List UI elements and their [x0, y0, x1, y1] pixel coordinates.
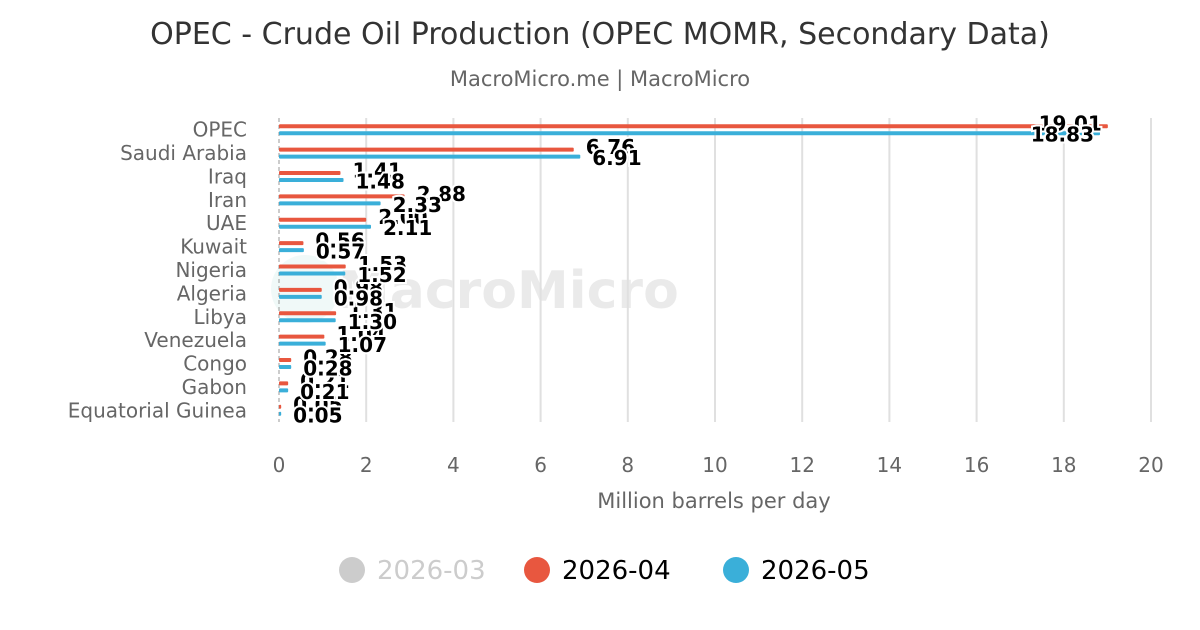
data-label: 0.98 [334, 275, 383, 299]
legend-item[interactable]: 2026-04 [524, 556, 671, 586]
bar [279, 217, 367, 222]
legend-marker [339, 557, 365, 583]
category-label: Saudi Arabia [120, 141, 247, 165]
watermark: MacroMicro [271, 255, 679, 323]
legend-label: 2026-03 [377, 556, 486, 586]
data-label: 0.21 [300, 380, 349, 404]
data-label: 0.57 [316, 240, 365, 264]
bar [279, 311, 337, 316]
x-tick-label: 18 [1051, 453, 1076, 477]
bar [279, 411, 282, 416]
category-label: UAE [206, 211, 247, 235]
data-label: 1.53 [358, 252, 407, 276]
data-label: 0.05 [293, 392, 342, 416]
data-label: 19.01 [1039, 112, 1102, 136]
bar [279, 147, 574, 152]
data-labels: 19.016.761.412.882.000.561.530.981.311.0… [291, 110, 1104, 430]
data-label: 1.41 [352, 158, 401, 182]
data-label: 0.05 [293, 403, 342, 427]
watermark-text: MacroMicro [338, 261, 679, 321]
x-tick-label: 20 [1138, 453, 1163, 477]
legend-marker [524, 557, 550, 583]
bar [279, 170, 341, 175]
bar [279, 201, 381, 206]
category-label: Nigeria [175, 258, 247, 282]
x-tick-label: 12 [789, 453, 814, 477]
x-axis-ticks: 0 2 4 6 8 10 12 14 16 18 20 [273, 453, 1164, 477]
bar [279, 177, 344, 182]
category-label: Algeria [177, 281, 247, 305]
x-tick-label: 0 [273, 453, 286, 477]
data-label: 6.91 [592, 146, 641, 170]
x-axis-title: Million barrels per day [597, 489, 830, 513]
category-label: Gabon [182, 375, 247, 399]
x-tick-label: 10 [702, 453, 727, 477]
bars [279, 124, 1108, 416]
category-label: Iraq [208, 164, 247, 188]
gridlines [278, 118, 1152, 422]
bar [279, 358, 292, 363]
x-tick-label: 2 [360, 453, 373, 477]
category-label: Equatorial Guinea [68, 398, 247, 422]
category-label: Congo [183, 352, 247, 376]
data-label: 1.07 [338, 333, 387, 357]
bar [279, 381, 289, 386]
legend-label: 2026-05 [761, 556, 870, 586]
bar [279, 154, 581, 159]
bar [279, 224, 371, 229]
data-label: 2.11 [383, 216, 432, 240]
category-label: Venezuela [144, 328, 247, 352]
bar [279, 131, 1100, 136]
chart-subtitle: MacroMicro.me | MacroMicro [450, 67, 750, 92]
legend-item[interactable]: 2026-05 [723, 556, 870, 586]
data-label: 0.98 [334, 286, 383, 310]
data-label: 0.28 [303, 346, 352, 370]
data-label: 0.56 [315, 229, 364, 253]
legend: 2026-03 2026-04 2026-05 [339, 556, 870, 586]
category-label: OPEC [193, 118, 247, 142]
bar [279, 318, 336, 323]
bar [279, 124, 1108, 129]
bar [279, 287, 322, 292]
legend-marker [723, 557, 749, 583]
legend-label: 2026-04 [562, 556, 671, 586]
chart-title: OPEC - Crude Oil Production (OPEC MOMR, … [150, 17, 1050, 52]
data-label: 2.88 [417, 182, 466, 206]
x-tick-label: 16 [964, 453, 989, 477]
category-label: Libya [194, 305, 248, 329]
bar [279, 341, 326, 346]
data-label: 2.33 [393, 193, 442, 217]
data-label: 2.00 [378, 205, 427, 229]
data-label: 1.30 [348, 310, 397, 334]
category-label: Iran [208, 188, 247, 212]
bar [279, 194, 405, 199]
category-label: Kuwait [180, 235, 247, 259]
data-label: 1.48 [356, 169, 405, 193]
bar [279, 264, 346, 269]
data-label: 1.04 [336, 322, 385, 346]
data-label: 1.31 [348, 299, 397, 323]
legend-item[interactable]: 2026-03 [339, 556, 486, 586]
data-label: 18.83 [1031, 123, 1094, 147]
bar [279, 271, 346, 276]
bar [279, 404, 282, 409]
bar [279, 241, 304, 246]
bar [279, 388, 289, 393]
bar [279, 294, 322, 299]
x-tick-label: 14 [877, 453, 902, 477]
bar [279, 334, 325, 339]
data-label: 1.52 [357, 263, 406, 287]
data-label: 0.28 [303, 357, 352, 381]
x-tick-label: 4 [447, 453, 460, 477]
data-label: 0.21 [300, 369, 349, 393]
x-tick-label: 8 [621, 453, 634, 477]
bar [279, 248, 304, 253]
bar [279, 365, 292, 370]
x-tick-label: 6 [534, 453, 547, 477]
data-label: 6.76 [586, 135, 635, 159]
